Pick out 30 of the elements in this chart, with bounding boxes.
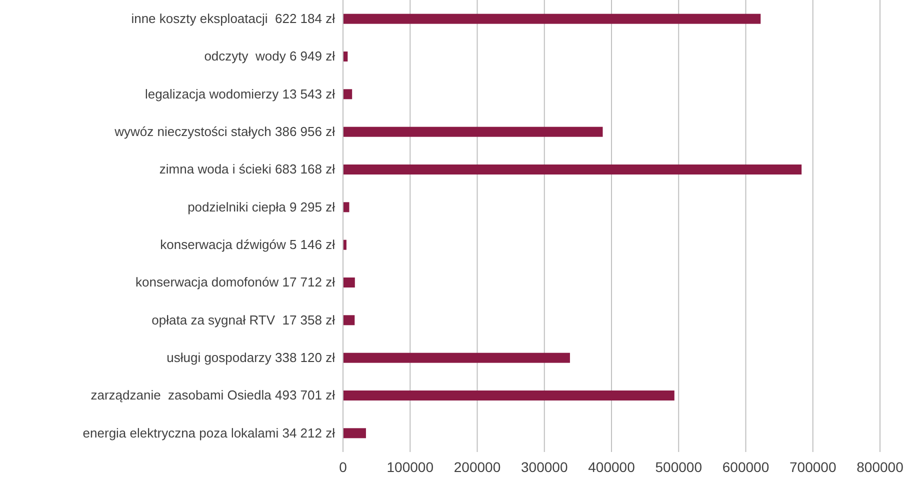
bar xyxy=(343,164,802,174)
x-tick-label: 200000 xyxy=(454,458,501,475)
y-tick-label: opłata za sygnał RTV 17 358 zł xyxy=(152,312,336,328)
x-tick-label: 400000 xyxy=(588,458,636,475)
y-tick-label: zarządzanie zasobami Osiedla 493 701 zł xyxy=(90,388,336,403)
bar xyxy=(343,89,352,100)
y-tick-label: legalizacja wodomierzy 13 543 zł xyxy=(144,86,336,102)
x-tick-label: 0 xyxy=(339,458,348,475)
bar xyxy=(343,352,570,363)
x-tick-label: 800000 xyxy=(856,458,904,475)
x-tick-label: 300000 xyxy=(521,458,568,475)
y-tick-label: konserwacja domofonów 17 712 zł xyxy=(136,274,336,290)
y-tick-label: inne koszty eksploatacji 622 184 zł xyxy=(131,10,336,26)
y-tick-label: konserwacja dźwigów 5 146 zł xyxy=(160,236,336,252)
y-tick-label: usługi gospodarzy 338 120 zł xyxy=(166,350,336,365)
y-tick-label: zimna woda i ścieki 683 168 zł xyxy=(159,162,336,177)
y-tick-label: energia elektryczna poza lokalami 34 212 zł xyxy=(82,425,336,440)
y-tick-label: podzielniki ciepła 9 295 zł xyxy=(188,199,336,214)
bar xyxy=(343,278,355,288)
bar xyxy=(343,390,674,400)
bar xyxy=(343,428,366,438)
bar xyxy=(343,126,603,137)
y-tick-label: odczyty wody 6 949 zł xyxy=(204,48,336,64)
x-tick-label: 100000 xyxy=(386,458,434,475)
bar xyxy=(343,315,355,326)
x-tick-label: 500000 xyxy=(655,458,702,475)
x-tick-label: 600000 xyxy=(722,458,770,475)
y-tick-label: wywóz nieczystości stałych 386 956 zł xyxy=(114,124,336,139)
x-tick-label: 700000 xyxy=(790,458,836,475)
bar xyxy=(343,14,761,24)
